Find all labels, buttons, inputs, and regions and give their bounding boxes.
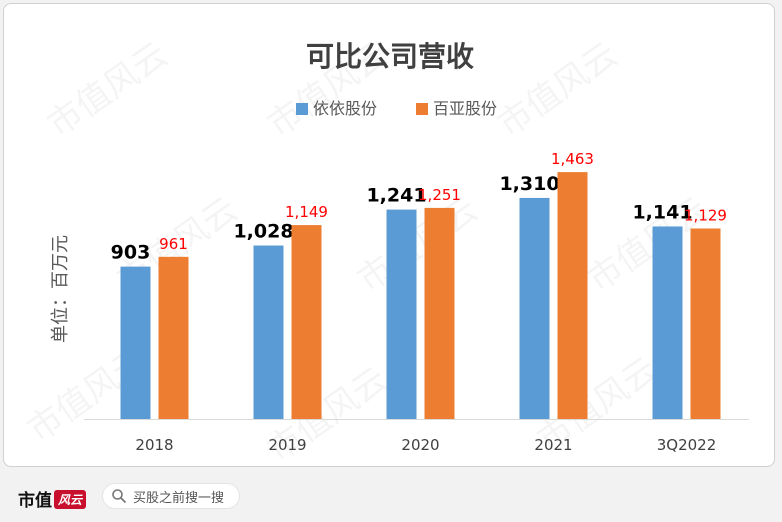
x-tick-label: 2020	[401, 436, 439, 454]
bar-series2-2019	[291, 225, 322, 419]
bar-series2-2020	[424, 207, 455, 419]
x-tick-label: 2018	[135, 436, 173, 454]
watermark-text: 市值风云	[491, 35, 625, 146]
data-label-series2-2019: 1,149	[285, 203, 328, 221]
y-axis-label: 单位：百万元	[50, 235, 71, 343]
x-tick-label: 2021	[534, 436, 572, 454]
data-label-series2-3Q2022: 1,129	[684, 206, 727, 224]
search-icon	[112, 489, 126, 503]
legend-label-2: 百亚股份	[433, 99, 497, 118]
data-label-series2-2021: 1,463	[551, 150, 594, 168]
bar-series1-3Q2022	[652, 226, 683, 419]
chart-card: 市值风云 市值风云 市值风云 市值风云 市值风云 市值风云 市值风云 市值风云 市值风云 可比公司…	[3, 3, 775, 468]
brand-text: 市值	[18, 491, 52, 511]
watermark-text: 市值风云	[41, 35, 175, 146]
footer-bar: 市值 风云 买股之前搜一搜	[0, 474, 782, 522]
bar-series2-3Q2022	[690, 228, 721, 419]
bar-series2-2021	[557, 172, 588, 419]
data-label-series1-3Q2022: 1,141	[632, 201, 692, 223]
bar-series2-2018	[158, 256, 189, 419]
data-label-series1-2018: 903	[111, 242, 151, 264]
data-label-series1-2019: 1,028	[233, 221, 293, 243]
data-label-series2-2020: 1,251	[418, 186, 461, 204]
x-tick-label: 2019	[268, 436, 306, 454]
chart-title: 可比公司营收	[306, 40, 474, 73]
bar-series1-2020	[386, 209, 417, 419]
bar-series1-2018	[120, 266, 151, 419]
x-tick-label: 3Q2022	[657, 436, 717, 454]
search-box[interactable]: 买股之前搜一搜	[102, 483, 240, 509]
bar-series1-2021	[519, 197, 550, 419]
legend-swatch-1	[296, 103, 308, 115]
bar-series1-2019	[253, 245, 284, 419]
data-label-series1-2020: 1,241	[366, 185, 426, 207]
brand-logo[interactable]: 市值 风云	[18, 486, 87, 511]
legend-swatch-2	[416, 103, 428, 115]
search-placeholder: 买股之前搜一搜	[133, 490, 225, 506]
data-label-series2-2018: 961	[159, 235, 188, 253]
legend-label-1: 依依股份	[313, 99, 377, 118]
data-label-series1-2021: 1,310	[499, 173, 559, 195]
brand-badge: 风云	[54, 490, 87, 509]
